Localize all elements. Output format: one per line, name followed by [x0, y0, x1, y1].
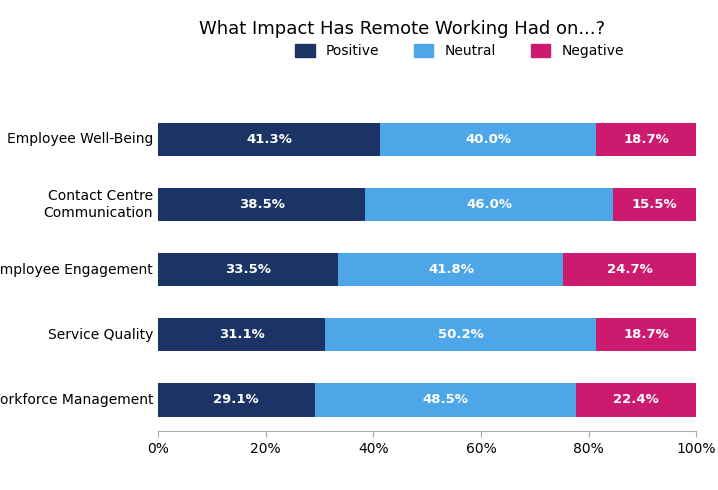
Text: 18.7%: 18.7% [623, 328, 669, 341]
Text: 29.1%: 29.1% [213, 393, 259, 406]
Bar [338, 252, 564, 287]
Text: 24.7%: 24.7% [607, 263, 653, 276]
Bar [158, 122, 381, 156]
Text: What Impact Has Remote Working Had on...?: What Impact Has Remote Working Had on...… [199, 20, 605, 38]
Text: 31.1%: 31.1% [219, 328, 264, 341]
Text: 50.2%: 50.2% [438, 328, 483, 341]
Bar [564, 252, 696, 287]
Bar [613, 188, 696, 221]
Text: 41.8%: 41.8% [428, 263, 474, 276]
Bar [158, 318, 325, 351]
Bar [365, 188, 613, 221]
Text: 46.0%: 46.0% [466, 198, 512, 211]
Bar [158, 383, 314, 416]
Text: 22.4%: 22.4% [613, 393, 659, 406]
Text: 18.7%: 18.7% [623, 133, 669, 146]
Bar [158, 252, 338, 287]
Bar [596, 122, 696, 156]
Bar [381, 122, 596, 156]
Text: 38.5%: 38.5% [238, 198, 284, 211]
Text: 33.5%: 33.5% [225, 263, 271, 276]
Bar [314, 383, 576, 416]
Text: 48.5%: 48.5% [422, 393, 468, 406]
Text: 15.5%: 15.5% [632, 198, 678, 211]
Bar [576, 383, 696, 416]
Legend: Positive, Neutral, Negative: Positive, Neutral, Negative [295, 44, 624, 58]
Text: 41.3%: 41.3% [246, 133, 292, 146]
Bar [596, 318, 696, 351]
Bar [158, 188, 365, 221]
Text: 40.0%: 40.0% [465, 133, 511, 146]
Bar [325, 318, 596, 351]
